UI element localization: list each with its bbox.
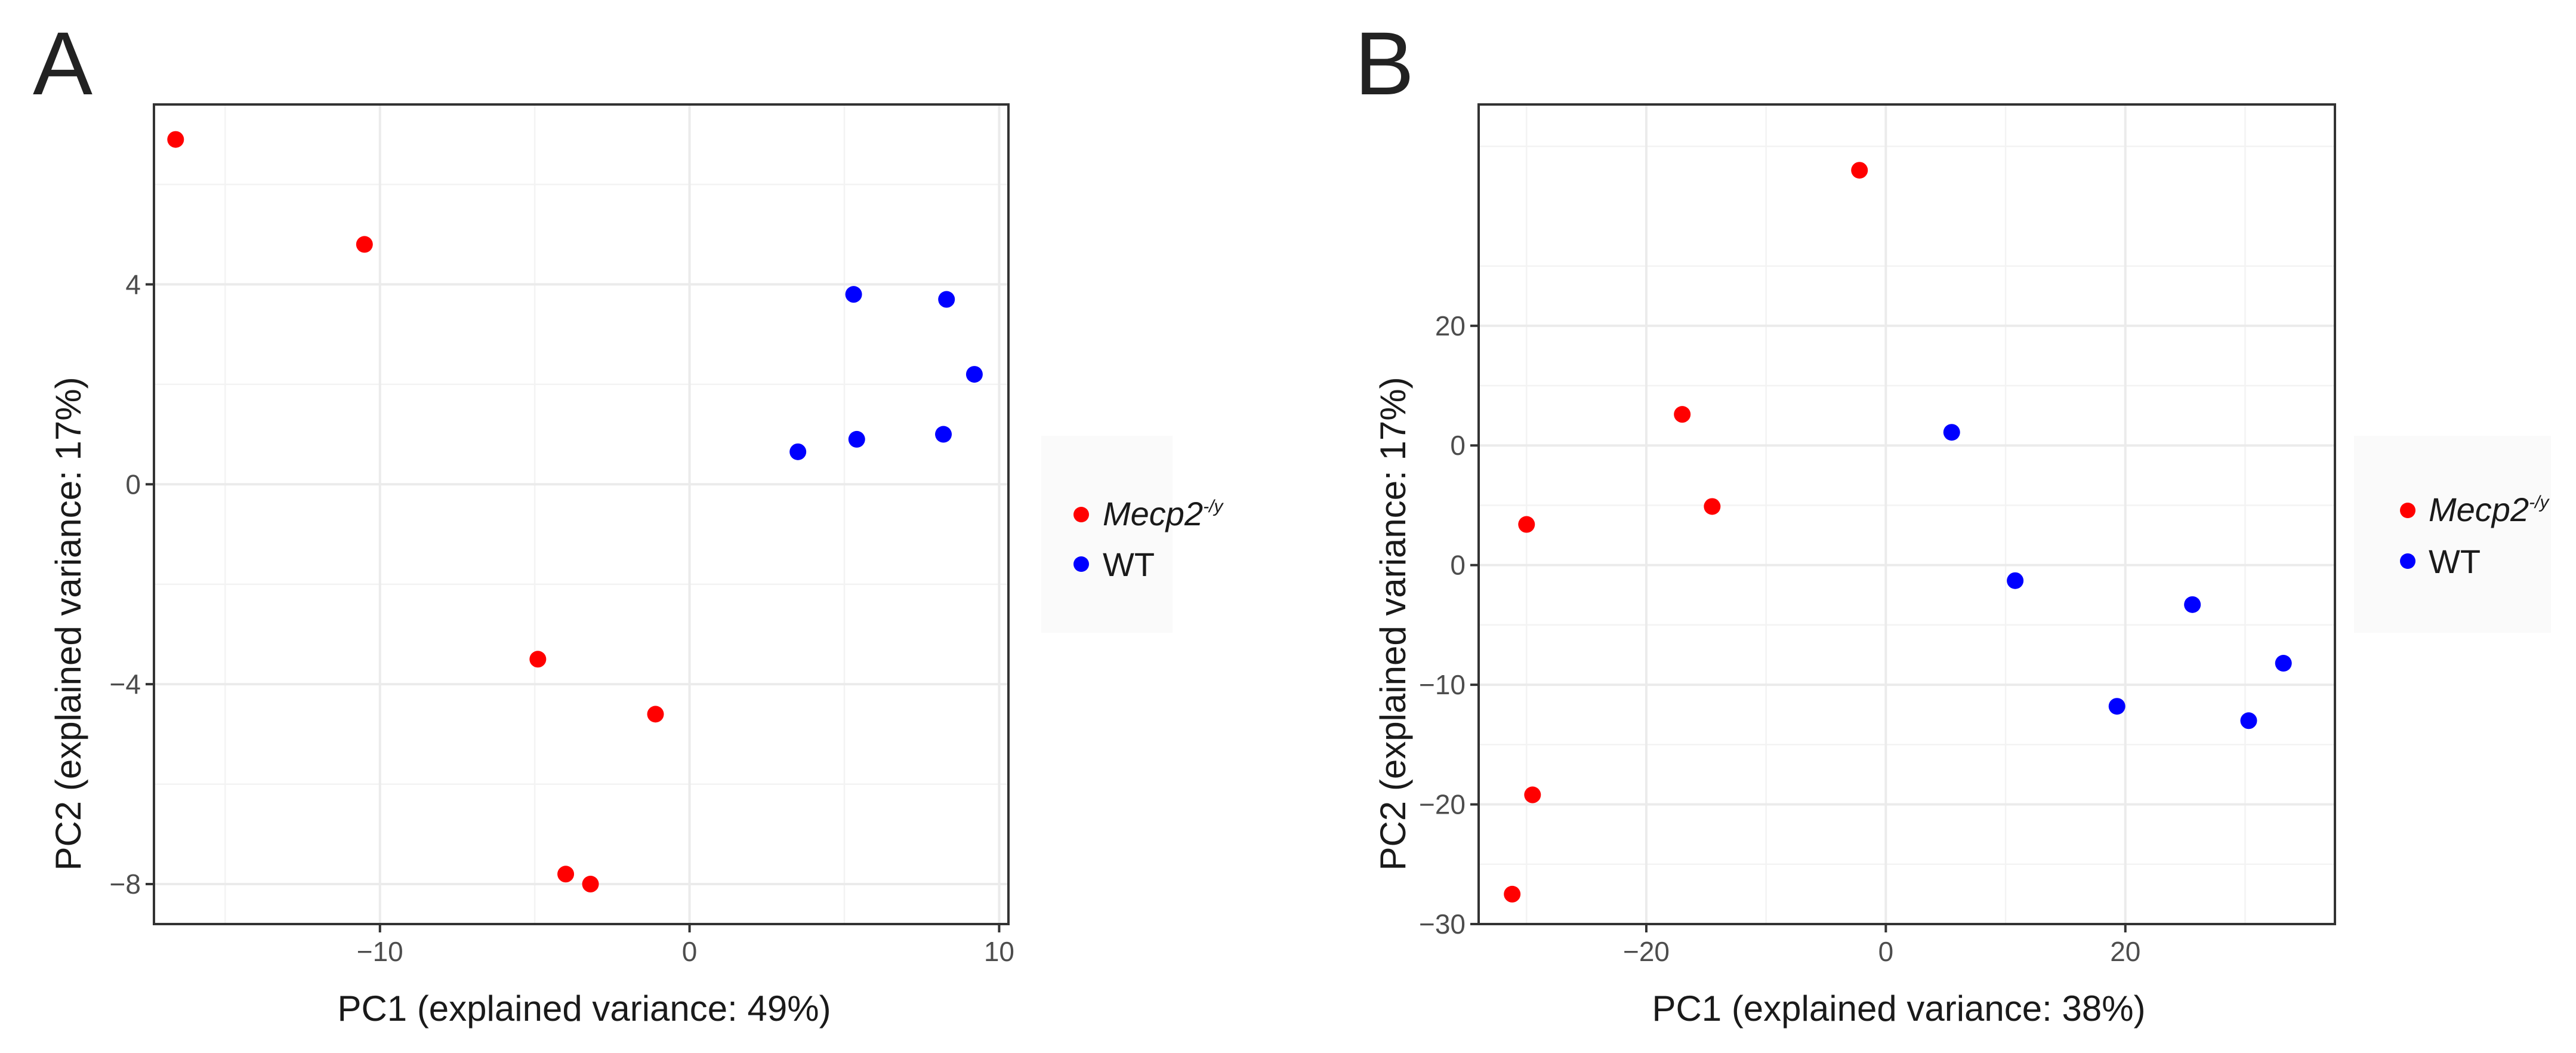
point-wt-b-4 [2275,655,2292,672]
point-mecp2-a-4 [647,706,664,723]
legend-background-b [2354,436,2551,633]
y-tick-label-a: −4 [110,669,141,700]
x-tick-label-a: −10 [357,936,403,967]
legend-a: Mecp2-/y WT [1041,436,1224,633]
point-mecp2-b-1 [1851,162,1868,179]
point-wt-b-3 [2184,596,2201,613]
panel-label-a: A [33,13,92,113]
y-tick-label-a: 4 [125,269,141,300]
legend-label-mecp2-a-sup: -/y [1203,497,1224,516]
point-wt-a-1 [845,286,862,303]
y-tick-label-b: 20 [1435,310,1466,341]
y-tick-label-a: 0 [125,469,141,500]
point-wt-a-3 [965,366,983,383]
point-mecp2-a-1 [167,131,184,148]
panel-a: A −10 0 10 −8 −4 0 4 PC1 (explained variance: … [33,13,1224,1029]
point-wt-b-6 [2240,712,2257,729]
x-tick-label-b: 0 [1878,936,1894,967]
point-mecp2-a-3 [529,651,547,668]
x-tick-label-a: 10 [984,936,1014,967]
x-tick-label-a: 0 [682,936,698,967]
panel-b: B −20 0 20 −30 −20 −10 0 0 20 PC1 (explained var… [1355,13,2551,1029]
point-mecp2-b-4 [1518,516,1535,533]
y-tick-label-b: 0 [1450,430,1466,461]
point-wt-a-5 [848,430,865,448]
legend-label-wt-b: WT [2429,543,2481,580]
point-wt-b-1 [1943,424,1960,441]
x-axis-title-a: PC1 (explained variance: 49%) [337,989,831,1029]
legend-label-mecp2-b: Mecp2-/y [2429,491,2550,528]
y-tick-label-b: −10 [1419,669,1466,700]
x-axis-title-b: PC1 (explained variance: 38%) [1652,989,2145,1029]
point-mecp2-a-2 [356,236,373,253]
point-mecp2-b-5 [1524,786,1541,803]
legend-label-mecp2-a-name: Mecp2 [1103,495,1203,532]
point-mecp2-a-6 [582,876,599,893]
point-wt-b-5 [2108,698,2125,715]
legend-marker-wt-a [1073,556,1089,572]
point-wt-a-6 [935,426,952,443]
x-tick-label-b: −20 [1623,936,1670,967]
legend-marker-wt-b [2400,553,2415,569]
plot-area-b: −20 0 20 −30 −20 −10 0 0 20 [1419,103,2336,967]
legend-label-mecp2-b-sup: -/y [2529,492,2550,512]
legend-marker-mecp2-a [1073,507,1089,522]
y-tick-label-b: −20 [1419,789,1466,820]
point-wt-b-2 [2007,572,2024,589]
y-tick-label-b: 0 [1450,550,1466,581]
plot-frame-a [153,103,1010,925]
point-wt-a-4 [789,443,807,460]
point-mecp2-a-5 [557,866,575,883]
legend-label-mecp2-a: Mecp2-/y [1103,495,1224,532]
point-wt-a-2 [938,291,955,308]
panel-label-b: B [1355,13,1414,113]
y-axis-title-b: PC2 (explained variance: 17%) [1373,377,1413,870]
y-tick-label-b: −30 [1419,909,1466,940]
point-mecp2-b-3 [1704,498,1721,515]
point-mecp2-b-6 [1504,885,1521,903]
plot-area-a: −10 0 10 −8 −4 0 4 [110,103,1014,967]
legend-marker-mecp2-b [2400,503,2415,518]
y-axis-title-a: PC2 (explained variance: 17%) [48,377,88,870]
legend-label-wt-a: WT [1103,546,1155,583]
legend-b: Mecp2-/y WT [2354,436,2551,633]
legend-background-a [1041,436,1173,633]
legend-label-mecp2-b-name: Mecp2 [2429,491,2529,528]
x-tick-label-b: 20 [2110,936,2140,967]
plot-frame-b [1477,103,2336,925]
y-tick-label-a: −8 [110,869,141,900]
point-mecp2-b-2 [1674,406,1691,423]
